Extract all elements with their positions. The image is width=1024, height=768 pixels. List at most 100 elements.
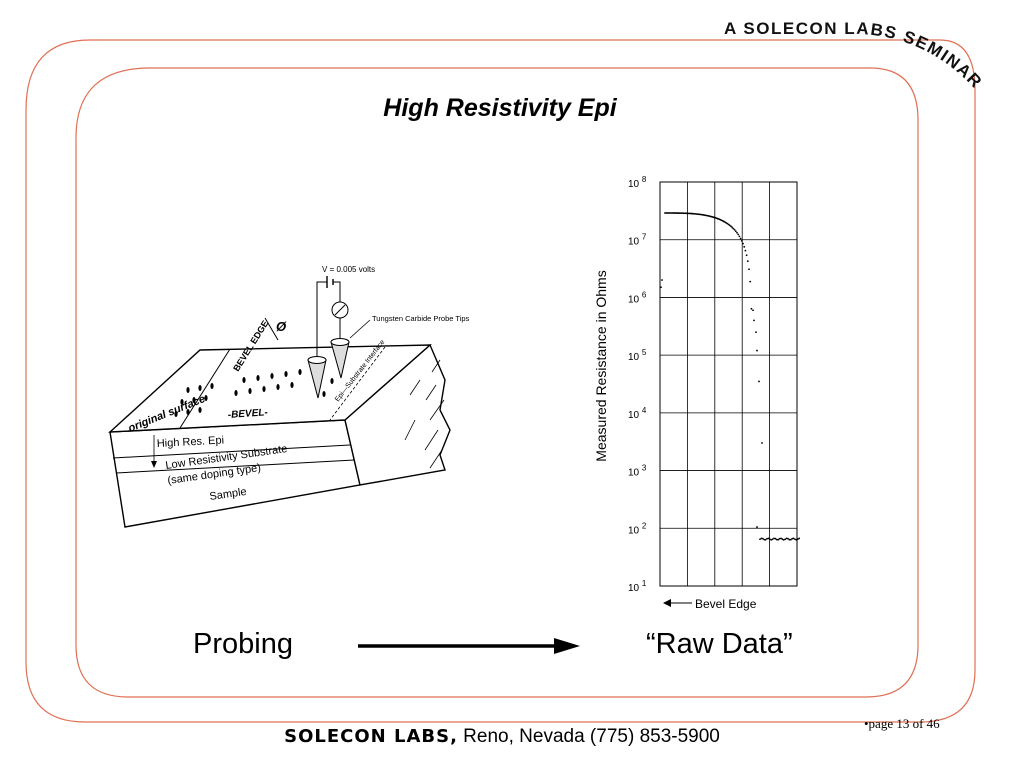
data-point: [742, 242, 744, 245]
y-tick-label: 10 5: [628, 348, 647, 363]
y-tick-exponent: 4: [642, 406, 647, 415]
data-point: [761, 442, 763, 444]
probe-circuit: [316, 276, 349, 357]
data-point: [764, 538, 767, 541]
voltage-label: V = 0.005 volts: [322, 265, 375, 274]
y-tick-label: 10 3: [628, 464, 647, 479]
angle-mark: [264, 317, 279, 341]
y-tick-label: 10 7: [628, 233, 647, 248]
y-tick-label: 10 6: [628, 290, 647, 305]
data-point: [767, 537, 770, 540]
data-point: [773, 537, 775, 540]
data-point: [748, 268, 750, 271]
data-point: [785, 537, 788, 540]
data-point: [745, 254, 748, 257]
data-point: [740, 239, 743, 242]
y-tick-exponent: 6: [642, 290, 647, 299]
data-point: [782, 538, 785, 541]
chart-plot-border: [659, 181, 798, 587]
data-point: [661, 279, 663, 281]
y-tick-exponent: 3: [642, 464, 647, 473]
y-tick-exponent: 2: [642, 521, 647, 530]
angle-symbol: Ø: [276, 319, 287, 334]
data-point: [777, 538, 780, 541]
y-tick-exponent: 5: [642, 348, 647, 357]
data-point: [787, 537, 789, 540]
data-point: [734, 230, 737, 233]
data-point: [730, 225, 732, 228]
data-point: [736, 231, 738, 234]
y-tick-exponent: 7: [642, 233, 647, 242]
slab-right-face: [344, 343, 451, 486]
y-tick-exponent: 8: [642, 175, 647, 184]
data-point: [760, 537, 763, 540]
flow-arrow: [358, 638, 580, 654]
inner-frame-border: [75, 67, 919, 698]
chart-grid: [659, 181, 798, 587]
y-tick-label: 10 4: [628, 406, 647, 421]
data-point: [778, 537, 781, 540]
footer: SOLECON LABS, Reno, Nevada (775) 853-590…: [0, 726, 1004, 748]
data-point: [791, 537, 794, 540]
footer-brand: SOLECON LABS,: [284, 726, 458, 747]
data-points: [660, 212, 801, 541]
data-point: [796, 538, 799, 541]
y-tick-label: 10 8: [628, 175, 647, 190]
bevel-label: -BEVEL-: [227, 407, 268, 421]
data-point: [766, 537, 768, 540]
data-point: [768, 538, 771, 541]
bevel-edge-annotation: Bevel Edge: [695, 597, 757, 611]
data-point: [749, 280, 752, 283]
depth-arrowhead: [151, 461, 157, 468]
data-point: [798, 537, 801, 540]
data-point: [758, 380, 760, 383]
page-number: •page 13 of 46: [864, 716, 940, 731]
data-point: [763, 538, 766, 541]
y-tick-label: 10 1: [628, 579, 647, 594]
data-point: [743, 245, 746, 248]
data-point: [788, 538, 791, 541]
slab-top-surface: [108, 344, 432, 433]
data-point: [761, 537, 764, 540]
y-tick-labels: 10 8 10 7 10 6 10 5 10 4 10 3 10 2 10 1: [628, 175, 647, 594]
data-point: [755, 331, 757, 334]
substrate-layer-line: [115, 459, 355, 474]
sample-layer-label: Sample: [209, 486, 248, 503]
probe-tips-pointer: [349, 319, 371, 339]
data-point: [795, 538, 798, 541]
data-point: [744, 249, 747, 252]
data-point: [759, 538, 761, 541]
data-point: [756, 349, 758, 352]
data-point: [756, 526, 758, 528]
data-point: [737, 233, 740, 236]
data-point: [770, 538, 773, 541]
data-point: [739, 237, 742, 240]
y-tick-exponent: 1: [642, 579, 647, 588]
data-point: [660, 286, 662, 289]
probing-diagram: V = 0.005 volts Tungsten Carbide Probe T…: [108, 265, 470, 528]
data-point: [794, 538, 796, 541]
data-point: [780, 537, 782, 540]
slab-right-hatch: [404, 359, 445, 469]
data-point: [792, 537, 795, 540]
raw-data-caption: “Raw Data”: [646, 628, 793, 660]
data-point: [732, 227, 735, 230]
data-point: [733, 228, 736, 231]
outer-frame-border: [25, 39, 976, 723]
footer-contact: Reno, Nevada (775) 853-5900: [457, 726, 720, 747]
data-point: [753, 319, 755, 322]
bevel-edge-arrowhead: [663, 599, 671, 607]
probe-tips: [307, 338, 350, 399]
data-point: [738, 235, 741, 238]
y-tick-label: 10 2: [628, 521, 647, 536]
data-point: [781, 538, 784, 541]
probe-tips-label: Tungsten Carbide Probe Tips: [372, 314, 470, 323]
data-point: [775, 538, 778, 541]
data-point: [746, 260, 749, 263]
raw-data-chart: 10 8 10 7 10 6 10 5 10 4 10 3 10 2 10 1 Measure…: [593, 175, 801, 611]
data-point: [771, 538, 774, 541]
data-point: [774, 537, 777, 540]
seminar-banner: A SOLECON LABS SEMINAR: [724, 19, 986, 93]
data-point: [784, 538, 787, 541]
